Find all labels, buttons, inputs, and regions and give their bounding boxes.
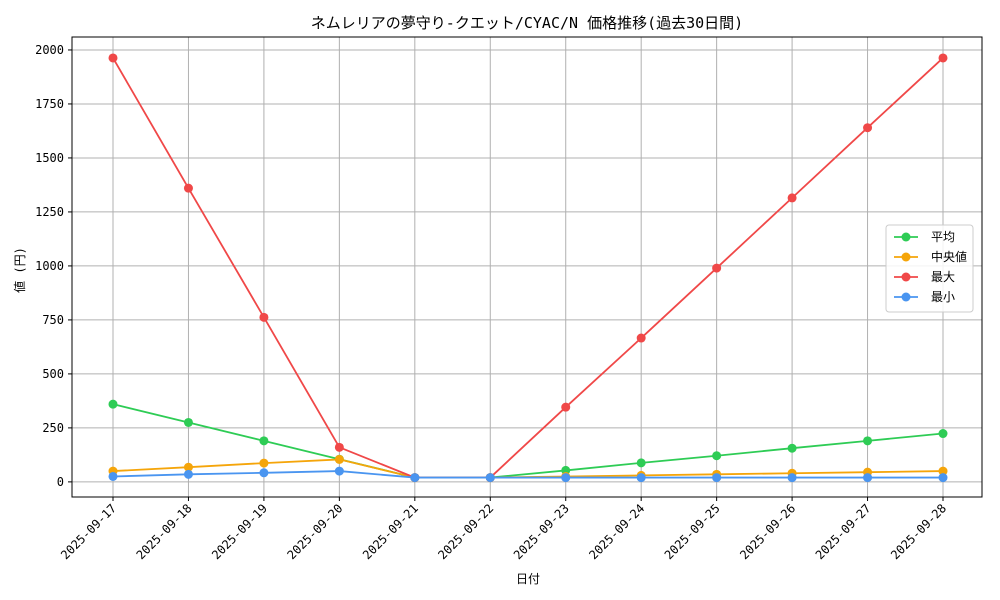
data-point (712, 473, 722, 483)
legend-marker (901, 232, 911, 242)
data-point (183, 462, 193, 472)
y-tick-label: 500 (42, 367, 64, 381)
x-tick-label: 2025-09-25 (662, 501, 723, 562)
legend-label: 中央値 (931, 249, 967, 264)
data-point (183, 183, 193, 193)
data-point (410, 473, 420, 483)
x-tick-label: 2025-09-22 (435, 501, 496, 562)
legend-label: 最小 (931, 290, 955, 304)
series-2 (108, 53, 948, 483)
x-tick-label: 2025-09-18 (134, 501, 195, 562)
legend-entry: 平均 (894, 230, 955, 244)
data-point (108, 53, 118, 63)
data-point (938, 429, 948, 439)
data-point (787, 193, 797, 203)
data-point (259, 468, 269, 478)
data-point (712, 451, 722, 461)
x-tick-label: 2025-09-24 (586, 501, 647, 562)
y-tick-label: 1750 (35, 97, 64, 111)
data-point (938, 466, 948, 476)
axes: 0 250 500 750 1000 1250 1500 1750 2000 2025-09-17… (35, 36, 983, 562)
legend-entry: 中央値 (894, 249, 967, 264)
data-point (108, 399, 118, 409)
legend-marker (901, 272, 911, 282)
legend-marker (901, 292, 911, 302)
data-point (259, 312, 269, 322)
y-axis-label: 値 (円) (12, 247, 27, 293)
y-tick-label: 1250 (35, 205, 64, 219)
y-tick-label: 250 (42, 421, 64, 435)
x-tick-label: 2025-09-19 (209, 501, 270, 562)
series-3 (108, 466, 948, 483)
data-point (334, 466, 344, 476)
data-point (938, 53, 948, 63)
data-point (485, 473, 495, 483)
data-point (183, 417, 193, 427)
plot-frame (71, 36, 983, 498)
data-point (787, 473, 797, 483)
y-tick-label: 750 (42, 313, 64, 327)
y-tick-label: 1000 (35, 259, 64, 273)
data-point (108, 471, 118, 481)
data-point (938, 473, 948, 483)
series-line (112, 57, 944, 479)
data-point (259, 436, 269, 446)
legend-label: 最大 (931, 270, 955, 284)
series-0 (108, 399, 948, 483)
data-point (787, 443, 797, 453)
x-tick-label: 2025-09-17 (58, 501, 119, 562)
data-point (334, 454, 344, 464)
y-tick-label: 2000 (35, 43, 64, 57)
x-tick-label: 2025-09-20 (284, 501, 345, 562)
data-point (259, 458, 269, 468)
legend-entry: 最大 (894, 270, 955, 284)
data-point (636, 333, 646, 343)
legend-label: 平均 (931, 230, 955, 244)
data-point (636, 458, 646, 468)
chart-title: ネムレリアの夢守り-クエット/CYAC/N 価格推移(過去30日間) (311, 14, 743, 32)
x-tick-label: 2025-09-27 (813, 501, 874, 562)
data-point (636, 473, 646, 483)
x-tick-label: 2025-09-26 (737, 501, 798, 562)
series-line (112, 470, 943, 479)
y-tick-label: 1500 (35, 151, 64, 165)
legend-marker (901, 252, 911, 262)
x-tick-label: 2025-09-21 (360, 501, 421, 562)
x-tick-label: 2025-09-23 (511, 501, 572, 562)
data-point (334, 442, 344, 452)
data-point (561, 473, 571, 483)
data-point (863, 123, 873, 133)
legend-entry: 最小 (894, 290, 955, 304)
data-point (712, 263, 722, 273)
x-axis-label: 日付 (516, 572, 540, 586)
x-tick-label: 2025-09-28 (888, 501, 949, 562)
data-point (561, 402, 571, 412)
data-point (863, 473, 873, 483)
y-tick-label: 0 (57, 475, 64, 489)
data-point (863, 436, 873, 446)
series-layer (108, 53, 948, 483)
legend-box (885, 224, 974, 313)
data-point (183, 469, 193, 479)
series-line (112, 403, 944, 479)
